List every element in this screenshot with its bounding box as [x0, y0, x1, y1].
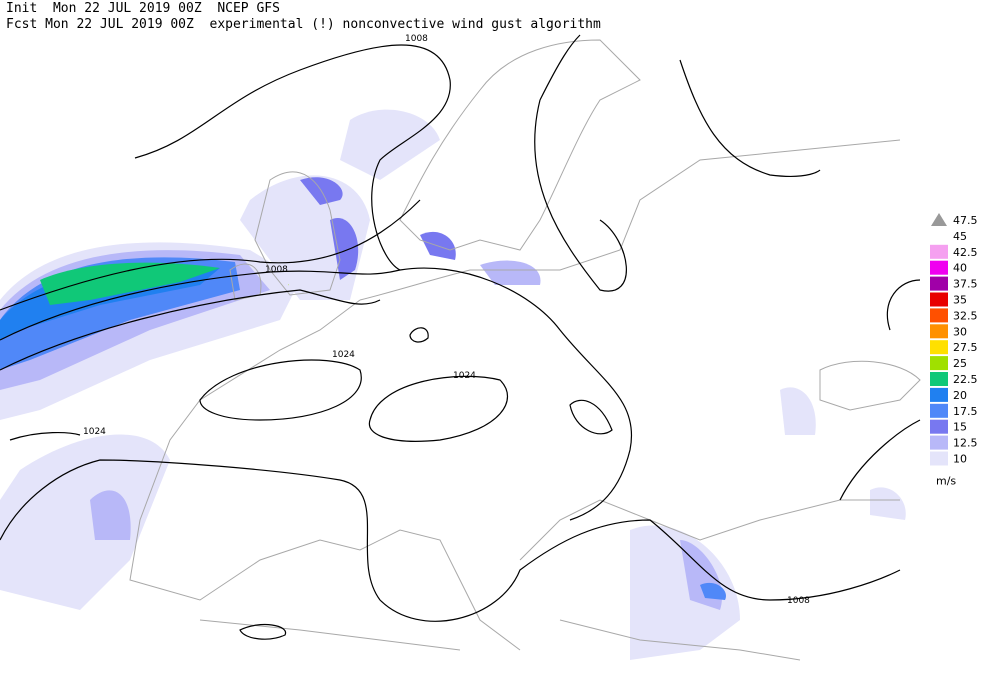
legend-label: 35 [953, 294, 967, 307]
legend-swatch [930, 340, 948, 355]
isobar-label: 1008 [405, 34, 428, 44]
gust-area [700, 582, 726, 600]
coastline [819, 360, 921, 411]
legend-label: 10 [953, 453, 967, 466]
legend-label: 27.5 [953, 341, 978, 354]
legend-label: 17.5 [953, 405, 978, 418]
isobar [239, 623, 286, 640]
legend-label: 42.5 [953, 246, 978, 259]
legend-label: 40 [953, 262, 967, 275]
legend-label: 47.5 [953, 214, 978, 227]
isobar [839, 279, 921, 501]
legend-swatch [930, 244, 948, 259]
legend-swatch [930, 419, 948, 434]
isobar [679, 59, 821, 177]
isobar-label: 1008 [265, 265, 288, 275]
isobar-label: 1008 [787, 596, 810, 606]
gust-area [780, 387, 816, 435]
isobar [0, 431, 901, 622]
legend-unit: m/s [936, 474, 956, 487]
isobar [199, 359, 362, 421]
header-init: Init Mon 22 JUL 2019 00Z NCEP GFS [6, 1, 280, 16]
legend-label: 37.5 [953, 278, 978, 291]
legend-swatch [930, 292, 948, 307]
legend-label: 12.5 [953, 437, 978, 450]
isobar [134, 44, 451, 271]
isobars [0, 34, 921, 640]
coastline [199, 619, 801, 661]
gust-area [630, 525, 740, 660]
legend-swatch [930, 260, 948, 275]
coastline [399, 39, 641, 251]
legend-label: 22.5 [953, 373, 978, 386]
legend: 47.5 45 42.5 40 37.5 35 32.5 30 27.5 25 22.5 20 17.5… [930, 213, 978, 487]
gust-area [40, 262, 220, 305]
legend-swatch [930, 324, 948, 339]
isobar-labels: 1008 1008 1024 1024 1024 1008 [83, 34, 810, 606]
legend-swatch [930, 276, 948, 291]
gust-area [0, 434, 170, 610]
gust-area [480, 260, 541, 285]
legend-swatch [930, 372, 948, 386]
legend-label: 30 [953, 325, 967, 338]
legend-swatch [930, 435, 948, 450]
isobar [368, 375, 509, 442]
legend-swatch [930, 387, 948, 402]
header-fcst: Fcst Mon 22 JUL 2019 00Z experimental (!… [6, 17, 601, 32]
coastline [254, 171, 341, 296]
isobar [534, 34, 627, 292]
isobar [569, 399, 613, 435]
isobar [0, 289, 381, 371]
coastlines [129, 39, 921, 661]
legend-swatch [930, 356, 948, 371]
isobar-label: 1024 [453, 371, 476, 381]
legend-label: 25 [953, 357, 967, 370]
gust-area [870, 487, 906, 520]
isobar [0, 199, 421, 311]
legend-swatch [930, 308, 948, 323]
gust-area [90, 490, 131, 540]
isobar [0, 267, 633, 521]
isobar-label: 1024 [83, 427, 106, 437]
legend-swatch [930, 403, 948, 418]
legend-label: 20 [953, 389, 967, 402]
coastline [129, 139, 901, 651]
isobar-label: 1024 [332, 350, 355, 360]
legend-label: 45 [953, 230, 967, 243]
legend-label: 32.5 [953, 309, 978, 322]
legend-swatch [930, 451, 948, 466]
isobar [409, 327, 429, 343]
gust-area [330, 218, 359, 280]
legend-triangle [931, 213, 947, 226]
wind-areas [0, 109, 906, 660]
legend-label: 15 [953, 421, 967, 434]
gust-area [340, 109, 440, 180]
